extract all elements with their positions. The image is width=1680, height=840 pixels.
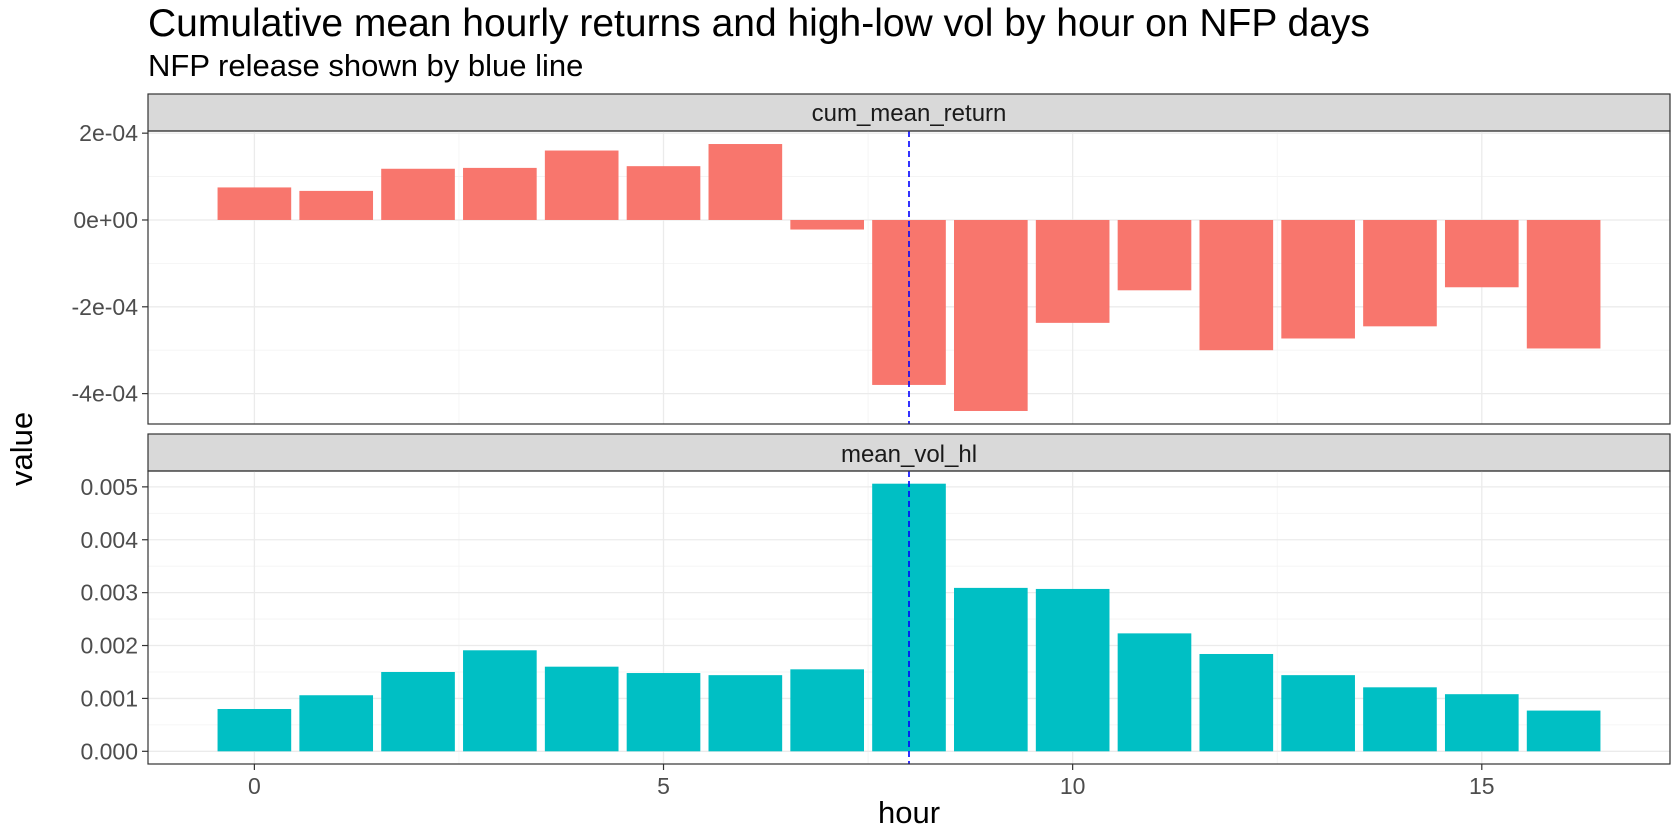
bar-cum-mean-return-hour-7 xyxy=(790,219,864,230)
facet-cum-mean-return: cum_mean_return 2e-04 0e+00 -2e-04 -4e-04 xyxy=(72,93,1671,425)
bar-mean-vol-hl-hour-5 xyxy=(626,673,701,752)
x-axis: 0 5 10 15 xyxy=(248,764,1495,799)
bar-cum-mean-return-hour-2 xyxy=(381,168,455,220)
bar-cum-mean-return-hour-12 xyxy=(1199,219,1274,351)
y-tick-label-mean-vol-hl-4: 0.001 xyxy=(80,685,138,711)
panel-border-mean-vol-hl xyxy=(147,470,1671,765)
bar-cum-mean-return-hour-5 xyxy=(626,166,701,220)
bar-mean-vol-hl-hour-13 xyxy=(1281,675,1355,752)
bar-cum-mean-return-hour-9 xyxy=(954,219,1028,411)
bar-mean-vol-hl-hour-4 xyxy=(544,666,619,752)
bar-mean-vol-hl-hour-16 xyxy=(1526,710,1601,752)
y-tick-label-cum-mean-return-2: -2e-04 xyxy=(72,294,139,320)
bar-cum-mean-return-hour-11 xyxy=(1117,219,1192,291)
y-tick-label-cum-mean-return-1: 0e+00 xyxy=(73,207,138,233)
bar-mean-vol-hl-hour-7 xyxy=(790,669,864,752)
y-axis-title: value xyxy=(4,412,39,486)
bar-cum-mean-return-hour-6 xyxy=(708,144,783,220)
bar-mean-vol-hl-hour-6 xyxy=(708,675,783,752)
y-tick-label-mean-vol-hl-2: 0.003 xyxy=(80,580,138,606)
bar-cum-mean-return-hour-14 xyxy=(1363,219,1437,327)
y-axis-mean-vol-hl: 0.005 0.004 0.003 0.002 0.001 0.000 xyxy=(80,474,148,764)
chart-title: Cumulative mean hourly returns and high-… xyxy=(148,2,1370,45)
bar-mean-vol-hl-hour-2 xyxy=(381,671,455,752)
bar-mean-vol-hl-hour-12 xyxy=(1199,653,1274,752)
facet-strip-label-mean-vol-hl: mean_vol_hl xyxy=(841,441,977,468)
x-tick-label-1: 5 xyxy=(657,773,670,799)
y-tick-label-mean-vol-hl-5: 0.000 xyxy=(80,738,138,764)
bars-cum-mean-return xyxy=(217,144,1601,411)
y-tick-label-mean-vol-hl-0: 0.005 xyxy=(80,474,138,500)
bar-mean-vol-hl-hour-3 xyxy=(463,650,537,752)
facet-strip-label-cum-mean-return: cum_mean_return xyxy=(812,100,1007,127)
x-tick-label-0: 0 xyxy=(248,773,261,799)
x-axis-title: hour xyxy=(878,795,940,830)
bar-cum-mean-return-hour-13 xyxy=(1281,219,1355,339)
y-tick-label-mean-vol-hl-1: 0.004 xyxy=(80,527,138,553)
bar-cum-mean-return-hour-1 xyxy=(299,190,374,220)
facet-strip-mean-vol-hl xyxy=(147,433,1671,472)
bar-cum-mean-return-hour-16 xyxy=(1526,219,1601,349)
bar-mean-vol-hl-hour-1 xyxy=(299,695,374,752)
facet-strip-cum-mean-return xyxy=(147,93,1671,132)
panel-border-cum-mean-return xyxy=(147,130,1671,425)
bar-mean-vol-hl-hour-11 xyxy=(1117,633,1192,752)
bar-mean-vol-hl-hour-0 xyxy=(217,708,292,752)
facet-mean-vol-hl: mean_vol_hl 0.0050.0040.0030.0020.0010.0… xyxy=(80,433,1671,765)
bar-cum-mean-return-hour-10 xyxy=(1035,219,1110,323)
bars-mean-vol-hl xyxy=(217,483,1601,752)
bar-mean-vol-hl-hour-9 xyxy=(954,587,1028,752)
y-tick-label-mean-vol-hl-3: 0.002 xyxy=(80,633,138,659)
y-tick-label-cum-mean-return-0: 2e-04 xyxy=(79,120,138,146)
bar-mean-vol-hl-hour-10 xyxy=(1035,588,1110,752)
y-tick-label-cum-mean-return-3: -4e-04 xyxy=(72,381,139,407)
chart-subtitle: NFP release shown by blue line xyxy=(148,48,583,83)
bar-mean-vol-hl-hour-14 xyxy=(1363,687,1437,752)
bar-mean-vol-hl-hour-15 xyxy=(1444,694,1519,752)
bar-cum-mean-return-hour-3 xyxy=(463,167,537,220)
x-tick-label-3: 15 xyxy=(1469,773,1495,799)
bar-cum-mean-return-hour-4 xyxy=(544,150,619,220)
bar-cum-mean-return-hour-0 xyxy=(217,187,292,220)
y-axis-cum-mean-return: 2e-04 0e+00 -2e-04 -4e-04 xyxy=(72,120,148,407)
bar-cum-mean-return-hour-15 xyxy=(1444,219,1519,288)
x-tick-label-2: 10 xyxy=(1060,773,1086,799)
